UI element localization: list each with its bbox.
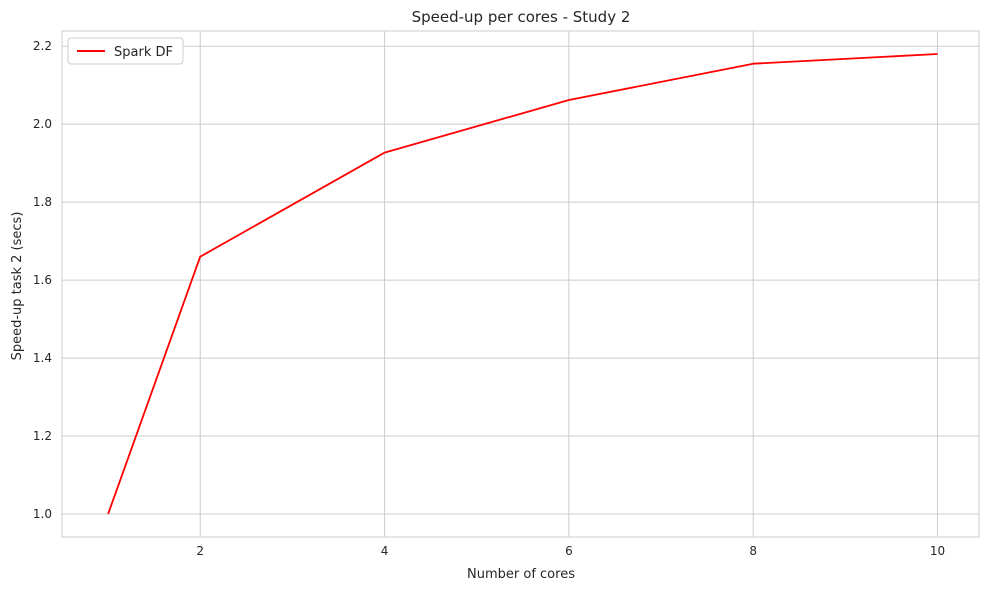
x-tick-label: 10 (930, 544, 945, 558)
plot-frame (61, 30, 980, 538)
legend-box (67, 37, 184, 65)
grid (62, 31, 979, 537)
y-tick-label: 1.4 (33, 351, 52, 365)
chart-title: Speed-up per cores - Study 2 (412, 8, 631, 26)
legend: Spark DF (67, 37, 184, 65)
y-tick-label: 1.6 (33, 273, 52, 287)
y-axis-ticks: 1.0 1.2 1.4 1.6 1.8 2.0 2.2 (33, 39, 52, 521)
x-tick-label: 8 (749, 544, 757, 558)
y-tick-label: 2.0 (33, 117, 52, 131)
x-tick-label: 4 (381, 544, 389, 558)
x-tick-label: 6 (565, 544, 573, 558)
y-tick-label: 1.0 (33, 507, 52, 521)
series-line-spark-df (107, 53, 938, 515)
y-axis-label: Speed-up task 2 (secs) (10, 212, 25, 361)
y-tick-label: 1.2 (33, 429, 52, 443)
x-axis-label: Number of cores (467, 567, 575, 582)
series-layer (107, 53, 938, 515)
y-tick-label: 1.8 (33, 195, 52, 209)
x-tick-label: 2 (196, 544, 204, 558)
x-axis-ticks: 2 4 6 8 10 (196, 544, 945, 558)
y-tick-label: 2.2 (33, 39, 52, 53)
legend-label-spark-df: Spark DF (114, 45, 173, 60)
